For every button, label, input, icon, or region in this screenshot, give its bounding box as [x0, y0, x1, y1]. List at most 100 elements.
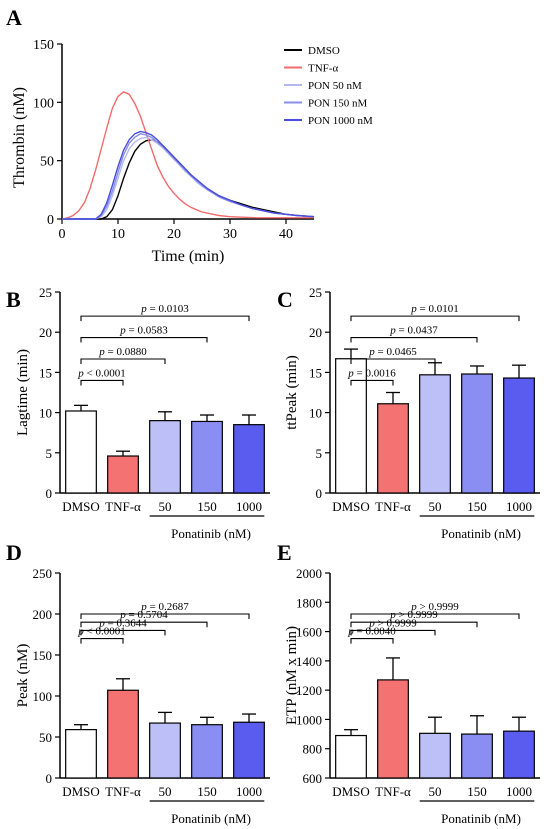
- y-tick-label: 15: [39, 365, 52, 380]
- series-line-4: [62, 130, 315, 220]
- legend-label-0: DMSO: [308, 45, 340, 57]
- significance-bracket-2: [80, 621, 208, 628]
- bar-DMSO: [65, 729, 97, 779]
- bar-150: [191, 420, 223, 494]
- category-label-4: 1000: [506, 784, 532, 799]
- y-tick-label: 0: [316, 486, 323, 501]
- significance-bracket-2: [80, 337, 208, 343]
- y-tick-label: 25: [309, 285, 322, 300]
- y-tick-label: 25: [39, 285, 52, 300]
- p-value-1: p > 0.9999: [368, 617, 417, 629]
- significance-bracket-3: [350, 315, 520, 322]
- bar-1000: [503, 730, 535, 779]
- significance-bracket-0: [350, 379, 394, 386]
- x-tick-label: 20: [167, 227, 181, 242]
- category-label-3: 150: [467, 784, 487, 799]
- category-label-0: DMSO: [62, 784, 100, 799]
- y-tick-label: 250: [33, 566, 53, 581]
- category-label-2: 50: [159, 784, 172, 799]
- y-tick-label: 50: [39, 730, 52, 745]
- p-value-2: p = 0.0437: [389, 325, 438, 337]
- y-tick-label: 10: [309, 406, 322, 421]
- significance-bracket-1: [350, 358, 436, 364]
- p-value-1: p = 0.3644: [98, 617, 147, 629]
- group-label: Ponatinib (nM): [171, 526, 251, 541]
- y-tick-label: 1000: [296, 712, 322, 727]
- y-axis-label: Thrombin (nM): [11, 87, 28, 188]
- x-tick-label: 40: [279, 227, 293, 242]
- y-tick-label: 20: [309, 325, 322, 340]
- y-tick-label: 1600: [296, 625, 322, 640]
- y-tick-label: 5: [316, 446, 323, 461]
- bar-DMSO: [65, 410, 97, 494]
- category-label-3: 150: [197, 499, 217, 514]
- category-label-1: TNF-α: [105, 499, 141, 514]
- p-value-1: p = 0.0465: [368, 346, 417, 358]
- legend-label-2: PON 50 nM: [308, 80, 362, 92]
- bar-50: [419, 732, 451, 779]
- p-value-0: p = 0.0016: [347, 367, 396, 379]
- category-label-4: 1000: [236, 784, 262, 799]
- significance-bracket-3: [350, 613, 520, 619]
- significance-bracket-3: [80, 613, 250, 619]
- y-tick-label: 2000: [296, 566, 322, 581]
- bar-50: [419, 374, 451, 494]
- y-tick-label: 10: [39, 406, 52, 421]
- category-label-1: TNF-α: [105, 784, 141, 799]
- y-tick-label: 100: [33, 96, 54, 111]
- y-tick-label: 50: [40, 155, 54, 170]
- bar-150: [461, 733, 493, 779]
- significance-bracket-1: [350, 629, 436, 636]
- y-tick-label: 150: [33, 648, 53, 663]
- bar-150: [191, 724, 223, 779]
- category-label-3: 150: [467, 499, 487, 514]
- y-tick-label: 15: [309, 365, 322, 380]
- category-label-0: DMSO: [332, 784, 370, 799]
- bar-TNF-α: [107, 689, 139, 779]
- legend-label-1: TNF-α: [308, 63, 338, 75]
- bar-50: [149, 420, 181, 494]
- significance-bracket-1: [80, 358, 166, 364]
- y-tick-label: 0: [47, 213, 54, 228]
- bar-1000: [503, 377, 535, 494]
- bar-1000: [233, 424, 265, 494]
- y-tick-label: 200: [33, 607, 53, 622]
- legend-label-3: PON 150 nM: [308, 98, 368, 110]
- group-label: Ponatinib (nM): [441, 811, 521, 826]
- bar-DMSO: [335, 734, 367, 779]
- legend-label-4: PON 1000 nM: [308, 115, 373, 127]
- y-axis-label: ETP (nM x min): [284, 626, 300, 725]
- p-value-2: p = 0.0583: [119, 325, 168, 337]
- group-label: Ponatinib (nM): [441, 526, 521, 541]
- panel-e: E 600 800 1000 1200 1400 1600 1800 2000 ETP (nM …: [277, 540, 540, 826]
- y-tick-label: 5: [46, 446, 53, 461]
- y-tick-label: 0: [46, 771, 53, 786]
- panel-letter-d: D: [6, 540, 22, 565]
- bar-1000: [233, 721, 265, 779]
- y-tick-label: 1200: [296, 683, 322, 698]
- bar-150: [461, 373, 493, 494]
- significance-bracket-1: [80, 629, 166, 636]
- panel-a: A 0 50 100 150 0 10 20 30 40 Time (min) Thrombin (…: [6, 5, 373, 265]
- y-tick-label: 0: [46, 486, 53, 501]
- bar-50: [149, 722, 181, 779]
- p-value-0: p < 0.0001: [77, 367, 125, 379]
- category-label-0: DMSO: [332, 499, 370, 514]
- y-tick-label: 100: [33, 689, 53, 704]
- group-label: Ponatinib (nM): [171, 811, 251, 826]
- significance-bracket-0: [80, 379, 124, 386]
- series-line-2: [62, 136, 315, 220]
- panel-d: D 0 50 100 150 200 250 Peak (nM) DMSO TNF-α 50 150…: [6, 540, 270, 826]
- panel-letter-e: E: [277, 540, 292, 565]
- panel-letter-a: A: [6, 5, 22, 30]
- y-axis-label: Peak (nM): [15, 644, 31, 708]
- y-axis-label: Lagtime (min): [15, 349, 31, 436]
- p-value-2: p > 0.9999: [389, 609, 438, 621]
- category-label-2: 50: [429, 784, 442, 799]
- panel-letter-b: B: [6, 287, 21, 312]
- y-tick-label: 800: [303, 742, 323, 757]
- significance-bracket-3: [80, 315, 250, 322]
- category-label-1: TNF-α: [375, 784, 411, 799]
- p-value-3: p = 0.0101: [410, 303, 458, 315]
